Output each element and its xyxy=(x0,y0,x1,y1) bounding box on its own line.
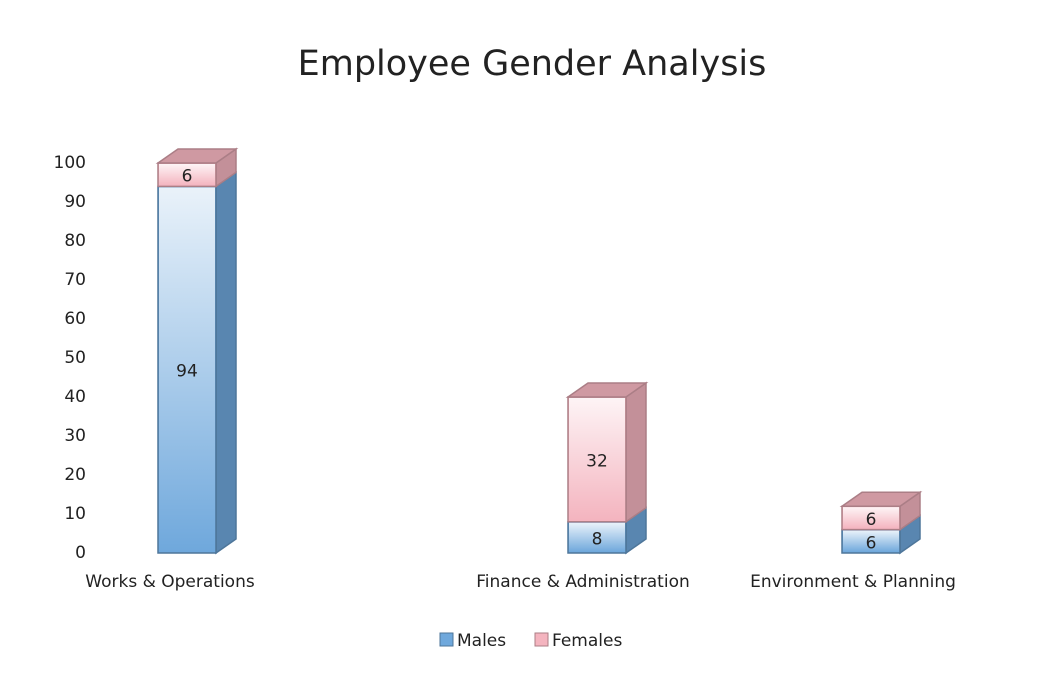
y-tick-label: 80 xyxy=(64,231,86,251)
y-tick-label: 100 xyxy=(54,153,86,173)
bar-shine xyxy=(843,507,899,529)
legend-swatch xyxy=(534,632,549,647)
bar-top xyxy=(565,382,649,398)
chart-title: Employee Gender Analysis xyxy=(298,44,767,84)
legend-label: Males xyxy=(457,631,506,651)
legend-label: Females xyxy=(552,631,622,651)
bar-top xyxy=(155,148,239,164)
y-tick-label: 30 xyxy=(64,426,86,446)
y-tick-label: 90 xyxy=(64,192,86,212)
y-tick-label: 70 xyxy=(64,270,86,290)
data-label: 94 xyxy=(176,362,198,382)
bar-side xyxy=(215,170,237,555)
bar-shine xyxy=(843,530,899,552)
y-tick-label: 40 xyxy=(64,387,86,407)
legend-swatch xyxy=(439,632,454,647)
data-label: 6 xyxy=(866,510,877,530)
y-tick-label: 20 xyxy=(64,465,86,485)
bar-side xyxy=(625,381,647,524)
y-tick-label: 50 xyxy=(64,348,86,368)
bar-top xyxy=(839,491,923,507)
data-label: 6 xyxy=(866,533,877,553)
y-tick-label: 0 xyxy=(75,543,86,563)
y-tick-label: 10 xyxy=(64,504,86,524)
bar-shine xyxy=(569,522,625,552)
bar-shine xyxy=(159,164,215,186)
x-tick-label: Finance & Administration xyxy=(476,572,690,592)
bar-shine xyxy=(159,187,215,552)
y-tick-label: 60 xyxy=(64,309,86,329)
data-label: 8 xyxy=(592,529,603,549)
data-label: 32 xyxy=(586,451,608,471)
data-label: 6 xyxy=(182,167,193,187)
x-tick-label: Works & Operations xyxy=(85,572,255,592)
x-tick-label: Environment & Planning xyxy=(750,572,956,592)
bar-shine xyxy=(569,398,625,521)
